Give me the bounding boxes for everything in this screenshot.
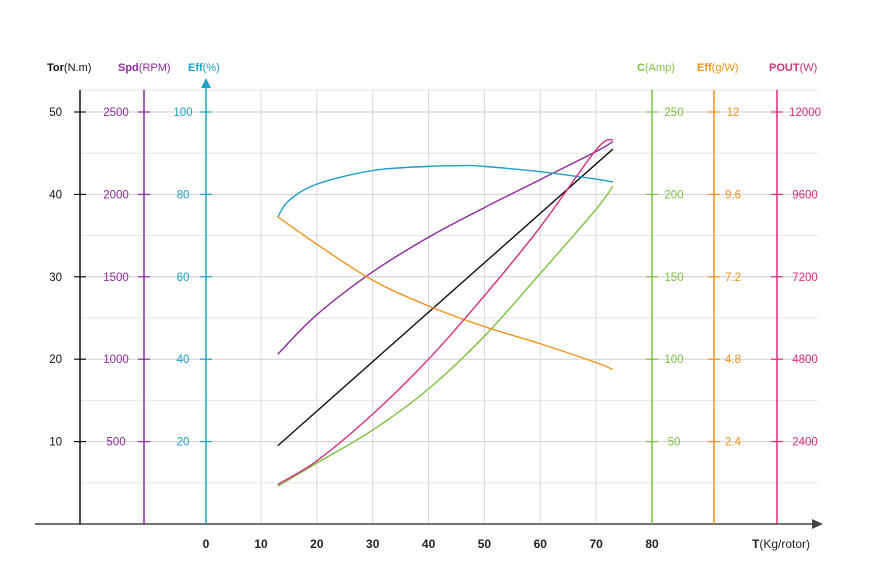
y-tick-label-spd: 2500 — [103, 107, 129, 119]
y-axis-title-unit: (g/W) — [712, 62, 739, 74]
y-axis-title-name: Eff — [188, 62, 203, 74]
y-tick-label-effg: 9.6 — [725, 189, 741, 201]
y-tick-label-eff: 20 — [177, 437, 190, 449]
y-tick-label-spd: 1500 — [103, 272, 129, 284]
y-tick-label-pout: 4800 — [792, 354, 818, 366]
axes — [35, 78, 823, 529]
axis-labels: 1020304050Tor(N.m)5001000150020002500Spd… — [47, 62, 821, 551]
y-tick-label-eff: 80 — [177, 189, 190, 201]
y-tick-label-pout: 12000 — [789, 107, 821, 119]
y-tick-label-pout: 9600 — [792, 189, 818, 201]
x-tick-label: 10 — [254, 537, 268, 551]
x-tick-label: 30 — [366, 537, 380, 551]
y-tick-label-effg: 12 — [727, 107, 740, 119]
y-tick-label-c: 50 — [668, 437, 681, 449]
y-axis-title-c: C(Amp) — [637, 62, 675, 74]
x-axis-arrow — [812, 519, 823, 529]
y-axis-title-unit: (W) — [800, 62, 818, 74]
y-tick-label-c: 200 — [664, 189, 683, 201]
x-axis-title-unit: (Kg/rotor) — [759, 537, 810, 551]
series-line-effg — [277, 216, 614, 371]
y-tick-label-spd: 500 — [106, 437, 125, 449]
series-line-pout — [277, 138, 614, 486]
y-tick-label-effg: 7.2 — [725, 272, 741, 284]
y-tick-label-c: 100 — [664, 354, 683, 366]
x-tick-label: 60 — [534, 537, 548, 551]
y-tick-label-effg: 4.8 — [725, 354, 741, 366]
y-axis-title-unit: (Amp) — [645, 62, 675, 74]
y-tick-label-tor: 40 — [49, 189, 62, 201]
y-axis-title-name: Eff — [697, 62, 712, 74]
y-tick-label-spd: 2000 — [103, 189, 129, 201]
y-axis-title-unit: (N.m) — [64, 62, 92, 74]
x-axis-title: T(Kg/rotor) — [752, 537, 810, 551]
y-axis-title-eff: Eff(%) — [188, 62, 220, 74]
y-tick-label-tor: 20 — [49, 354, 62, 366]
y-tick-label-eff: 60 — [177, 272, 190, 284]
x-tick-label: 50 — [478, 537, 492, 551]
y-tick-label-tor: 10 — [49, 437, 62, 449]
y-axis-arrow-eff — [201, 78, 211, 88]
y-tick-label-spd: 1000 — [103, 354, 129, 366]
y-axis-title-unit: (RPM) — [139, 62, 171, 74]
y-tick-label-tor: 30 — [49, 272, 62, 284]
x-tick-label: 40 — [422, 537, 436, 551]
series-line-c — [277, 185, 614, 487]
y-tick-label-c: 150 — [664, 272, 683, 284]
series-line-eff — [277, 164, 614, 218]
series-lines — [277, 138, 614, 487]
x-tick-label: 70 — [589, 537, 603, 551]
y-tick-label-pout: 7200 — [792, 272, 818, 284]
y-tick-label-eff: 100 — [173, 107, 192, 119]
x-tick-label: 0 — [203, 537, 210, 551]
x-tick-label: 80 — [645, 537, 659, 551]
y-axis-title-name: Tor — [47, 62, 65, 74]
y-tick-label-c: 250 — [664, 107, 683, 119]
y-axis-title-spd: Spd(RPM) — [118, 62, 171, 74]
y-axis-title-pout: POUT(W) — [769, 62, 817, 74]
grid — [80, 89, 818, 524]
y-axis-title-effg: Eff(g/W) — [697, 62, 739, 74]
y-axis-title-unit: (%) — [203, 62, 220, 74]
series-line-tor — [277, 148, 614, 447]
x-tick-label: 20 — [310, 537, 324, 551]
y-axis-title-name: POUT — [769, 62, 800, 74]
y-tick-label-tor: 50 — [49, 107, 62, 119]
y-axis-title-name: Spd — [118, 62, 139, 74]
series-line-spd — [277, 141, 614, 355]
y-tick-label-pout: 2400 — [792, 437, 818, 449]
y-tick-label-eff: 40 — [177, 354, 190, 366]
y-axis-title-name: C — [637, 62, 645, 74]
y-axis-title-tor: Tor(N.m) — [47, 62, 91, 74]
y-tick-label-effg: 2.4 — [725, 437, 742, 449]
x-axis-title-name: T — [752, 537, 760, 551]
